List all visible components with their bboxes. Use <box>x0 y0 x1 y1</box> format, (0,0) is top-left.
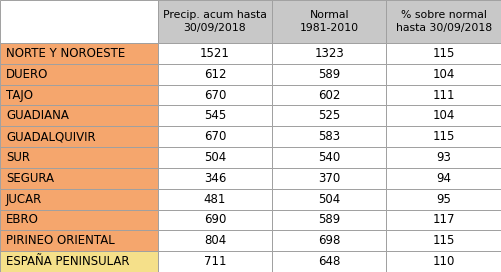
FancyBboxPatch shape <box>158 209 272 230</box>
FancyBboxPatch shape <box>158 168 272 189</box>
Text: 95: 95 <box>436 193 451 206</box>
FancyBboxPatch shape <box>272 106 386 126</box>
FancyBboxPatch shape <box>158 106 272 126</box>
Text: 1323: 1323 <box>314 47 344 60</box>
Text: 804: 804 <box>204 234 226 247</box>
FancyBboxPatch shape <box>386 209 501 230</box>
Text: 589: 589 <box>318 68 340 81</box>
Text: SUR: SUR <box>6 151 30 164</box>
FancyBboxPatch shape <box>386 147 501 168</box>
FancyBboxPatch shape <box>158 230 272 251</box>
Text: % sobre normal
hasta 30/09/2018: % sobre normal hasta 30/09/2018 <box>396 10 491 33</box>
FancyBboxPatch shape <box>0 168 158 189</box>
FancyBboxPatch shape <box>158 43 272 64</box>
FancyBboxPatch shape <box>158 147 272 168</box>
Text: 648: 648 <box>318 255 340 268</box>
FancyBboxPatch shape <box>0 85 158 106</box>
Text: 93: 93 <box>436 151 451 164</box>
Text: Precip. acum hasta
30/09/2018: Precip. acum hasta 30/09/2018 <box>163 10 267 33</box>
Text: 504: 504 <box>318 193 340 206</box>
FancyBboxPatch shape <box>386 0 501 43</box>
FancyBboxPatch shape <box>158 85 272 106</box>
FancyBboxPatch shape <box>272 168 386 189</box>
FancyBboxPatch shape <box>386 251 501 272</box>
Text: 110: 110 <box>432 255 455 268</box>
FancyBboxPatch shape <box>386 64 501 85</box>
Text: 111: 111 <box>432 88 455 101</box>
Text: 115: 115 <box>432 130 455 143</box>
FancyBboxPatch shape <box>0 251 158 272</box>
Text: 670: 670 <box>204 88 226 101</box>
FancyBboxPatch shape <box>386 43 501 64</box>
Text: ESPAÑA PENINSULAR: ESPAÑA PENINSULAR <box>6 255 130 268</box>
Text: 117: 117 <box>432 214 455 227</box>
FancyBboxPatch shape <box>0 189 158 209</box>
FancyBboxPatch shape <box>386 106 501 126</box>
FancyBboxPatch shape <box>272 43 386 64</box>
FancyBboxPatch shape <box>272 209 386 230</box>
Text: Normal
1981-2010: Normal 1981-2010 <box>300 10 359 33</box>
FancyBboxPatch shape <box>158 251 272 272</box>
Text: GUADIANA: GUADIANA <box>6 109 69 122</box>
Text: 94: 94 <box>436 172 451 185</box>
Text: 346: 346 <box>204 172 226 185</box>
FancyBboxPatch shape <box>386 126 501 147</box>
Text: 589: 589 <box>318 214 340 227</box>
FancyBboxPatch shape <box>0 0 158 43</box>
Text: 370: 370 <box>318 172 340 185</box>
Text: SEGURA: SEGURA <box>6 172 54 185</box>
FancyBboxPatch shape <box>386 189 501 209</box>
FancyBboxPatch shape <box>0 106 158 126</box>
Text: 698: 698 <box>318 234 340 247</box>
FancyBboxPatch shape <box>272 64 386 85</box>
Text: 540: 540 <box>318 151 340 164</box>
Text: NORTE Y NOROESTE: NORTE Y NOROESTE <box>6 47 125 60</box>
Text: 481: 481 <box>204 193 226 206</box>
FancyBboxPatch shape <box>272 85 386 106</box>
Text: 670: 670 <box>204 130 226 143</box>
FancyBboxPatch shape <box>272 230 386 251</box>
FancyBboxPatch shape <box>0 126 158 147</box>
Text: 690: 690 <box>204 214 226 227</box>
Text: 612: 612 <box>204 68 226 81</box>
Text: 504: 504 <box>204 151 226 164</box>
FancyBboxPatch shape <box>0 230 158 251</box>
Text: EBRO: EBRO <box>6 214 39 227</box>
FancyBboxPatch shape <box>272 189 386 209</box>
FancyBboxPatch shape <box>158 189 272 209</box>
FancyBboxPatch shape <box>272 251 386 272</box>
Text: GUADALQUIVIR: GUADALQUIVIR <box>6 130 96 143</box>
FancyBboxPatch shape <box>386 85 501 106</box>
FancyBboxPatch shape <box>0 147 158 168</box>
FancyBboxPatch shape <box>0 64 158 85</box>
FancyBboxPatch shape <box>386 168 501 189</box>
FancyBboxPatch shape <box>0 43 158 64</box>
FancyBboxPatch shape <box>272 147 386 168</box>
FancyBboxPatch shape <box>0 209 158 230</box>
FancyBboxPatch shape <box>158 0 272 43</box>
Text: 104: 104 <box>432 109 455 122</box>
Text: 583: 583 <box>318 130 340 143</box>
FancyBboxPatch shape <box>158 64 272 85</box>
Text: 602: 602 <box>318 88 340 101</box>
Text: PIRINEO ORIENTAL: PIRINEO ORIENTAL <box>6 234 115 247</box>
Text: 545: 545 <box>204 109 226 122</box>
Text: 104: 104 <box>432 68 455 81</box>
Text: 525: 525 <box>318 109 340 122</box>
Text: TAJO: TAJO <box>6 88 33 101</box>
Text: 115: 115 <box>432 47 455 60</box>
FancyBboxPatch shape <box>386 230 501 251</box>
FancyBboxPatch shape <box>272 126 386 147</box>
Text: JUCAR: JUCAR <box>6 193 42 206</box>
FancyBboxPatch shape <box>272 0 386 43</box>
Text: 711: 711 <box>204 255 226 268</box>
Text: 1521: 1521 <box>200 47 230 60</box>
Text: DUERO: DUERO <box>6 68 49 81</box>
Text: 115: 115 <box>432 234 455 247</box>
FancyBboxPatch shape <box>158 126 272 147</box>
